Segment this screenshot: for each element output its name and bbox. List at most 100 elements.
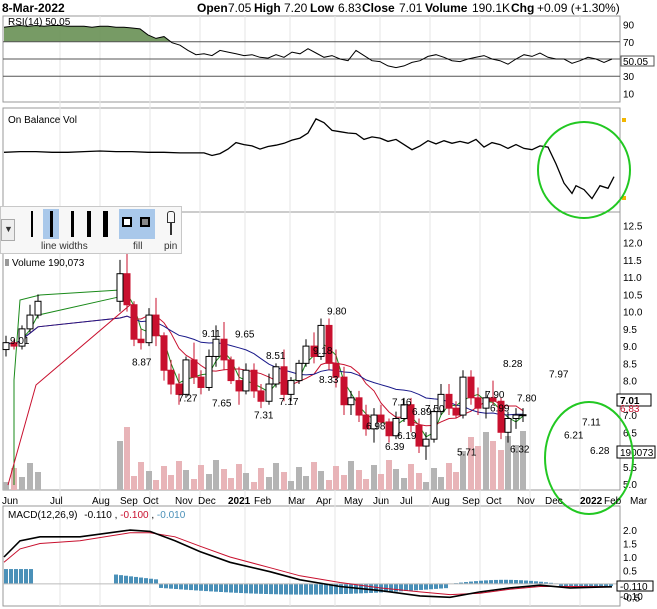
macd-hist-bar	[114, 574, 118, 584]
macd-title: MACD(12,26,9) -0.110 , -0.100 , -0.010	[8, 510, 186, 521]
macd-hist-bar	[409, 583, 413, 591]
price-data-label-11: 8.33	[319, 375, 339, 386]
volume-bar	[386, 460, 392, 490]
macd-hist-bar	[144, 578, 148, 584]
price-data-label-18: 5.71	[457, 448, 477, 459]
fill-hollow-button[interactable]	[122, 217, 132, 227]
macd-hist-bar	[294, 583, 298, 595]
volume-bar	[416, 473, 422, 490]
low-value: 6.83	[338, 1, 362, 15]
candle-body	[152, 314, 160, 337]
dropdown-toggle[interactable]: ▼	[1, 219, 15, 241]
macd-hist-bar	[589, 583, 593, 586]
macd-hist-bar	[274, 583, 278, 595]
obv-title: On Balance Vol	[8, 115, 77, 126]
obv-series	[3, 118, 615, 200]
macd-title-signal: -0.100	[120, 510, 149, 521]
price-data-label-8: 7.17	[279, 397, 299, 408]
volume-bar	[356, 470, 362, 490]
rsi-line	[3, 24, 613, 69]
macd-hist-bar	[169, 583, 173, 589]
volume-bar	[505, 436, 511, 490]
macd-hist-bar	[324, 583, 328, 595]
ma-short-early-line	[13, 289, 121, 485]
macd-hist-bar	[329, 583, 333, 595]
low-label: Low	[310, 1, 335, 15]
macd-signal-label: -0.10	[620, 592, 643, 603]
obv-marker-top	[622, 118, 626, 122]
candle-body	[272, 366, 280, 385]
x-label-8: Feb	[254, 496, 272, 507]
x-label-15: Sep	[462, 496, 480, 507]
price-tick-8: 8.5	[623, 359, 637, 370]
obv-panel	[2, 107, 621, 213]
price-data-label-27: 6.28	[590, 446, 610, 457]
macd-hist-bar	[314, 583, 318, 595]
volume-bar	[168, 475, 174, 490]
rsi-overbought-fill	[4, 25, 612, 42]
candle-body	[377, 414, 385, 423]
volume-label: Volume	[425, 1, 468, 15]
line-width-4-button[interactable]	[87, 211, 91, 237]
candle-body	[235, 380, 243, 392]
line-width-5-button[interactable]	[103, 211, 108, 237]
candle-body	[10, 342, 18, 347]
macd-tick-1: 1.5	[623, 540, 637, 551]
volume-bar	[318, 471, 324, 490]
macd-hist-bar	[369, 583, 373, 593]
candle-body	[18, 328, 26, 347]
macd-hist-bar	[29, 569, 33, 584]
volume-bar	[161, 466, 167, 490]
price-tick-4: 10.5	[623, 290, 643, 301]
volume-bar	[131, 476, 137, 490]
volume-bar	[401, 478, 407, 490]
rsi-title: RSI(14) 50.05	[8, 17, 71, 28]
obv-annotation-circle	[537, 121, 631, 219]
price-data-label-4: 7.27	[178, 394, 198, 405]
x-label-3: Sep	[120, 496, 138, 507]
price-tick-14: 5.5	[623, 463, 637, 474]
price-tick-15: 5.0	[623, 480, 637, 491]
x-label-4: Oct	[143, 496, 159, 507]
pin-button[interactable]	[163, 209, 179, 239]
candle-body	[250, 369, 258, 392]
volume-bar	[35, 472, 41, 490]
x-label-2: Aug	[92, 496, 110, 507]
rsi-tick-1: 70	[623, 38, 635, 49]
macd-hist-bar	[244, 583, 248, 594]
candle-body	[220, 338, 228, 361]
line-width-3-button[interactable]	[71, 211, 74, 237]
macd-hist-bar	[539, 581, 543, 584]
macd-hist-bar	[339, 583, 343, 595]
chg-value: +0.09 (+1.30%)	[537, 1, 620, 15]
macd-hist-bar	[259, 583, 263, 594]
pin-icon-needle	[170, 223, 172, 235]
macd-hist-bar	[374, 583, 378, 593]
price-data-labels: 9.01 8.87 9.11 9.65 7.27 7.65 8.51 7.31 7.17 9.18…	[10, 307, 610, 459]
candle-body	[26, 314, 34, 330]
price-tick-7: 9.0	[623, 342, 637, 353]
candle-body	[310, 345, 318, 357]
candle-body	[385, 421, 393, 437]
rsi-current-box	[620, 55, 655, 67]
volume-bar	[326, 480, 332, 490]
x-label-14: Aug	[432, 496, 450, 507]
price-tick-6: 9.5	[623, 325, 637, 336]
macd-hist-bar	[414, 583, 418, 591]
line-width-1-button[interactable]	[31, 211, 33, 237]
macd-hist-bar	[269, 583, 273, 595]
macd-hist-bar	[504, 579, 508, 584]
volume-bar	[117, 441, 123, 490]
price-data-label-7: 7.31	[254, 410, 274, 421]
candle-body	[489, 397, 497, 402]
volume-bar	[460, 451, 466, 490]
candle-body	[347, 397, 355, 406]
macd-hist-bar	[209, 583, 213, 592]
macd-hist-bar	[544, 582, 548, 584]
macd-hist-bar	[464, 582, 468, 584]
fill-solid-button[interactable]	[140, 217, 150, 227]
price-data-label-20: 8.28	[503, 359, 523, 370]
open-value: 7.05	[228, 1, 252, 15]
macd-hist-bar	[224, 583, 228, 593]
